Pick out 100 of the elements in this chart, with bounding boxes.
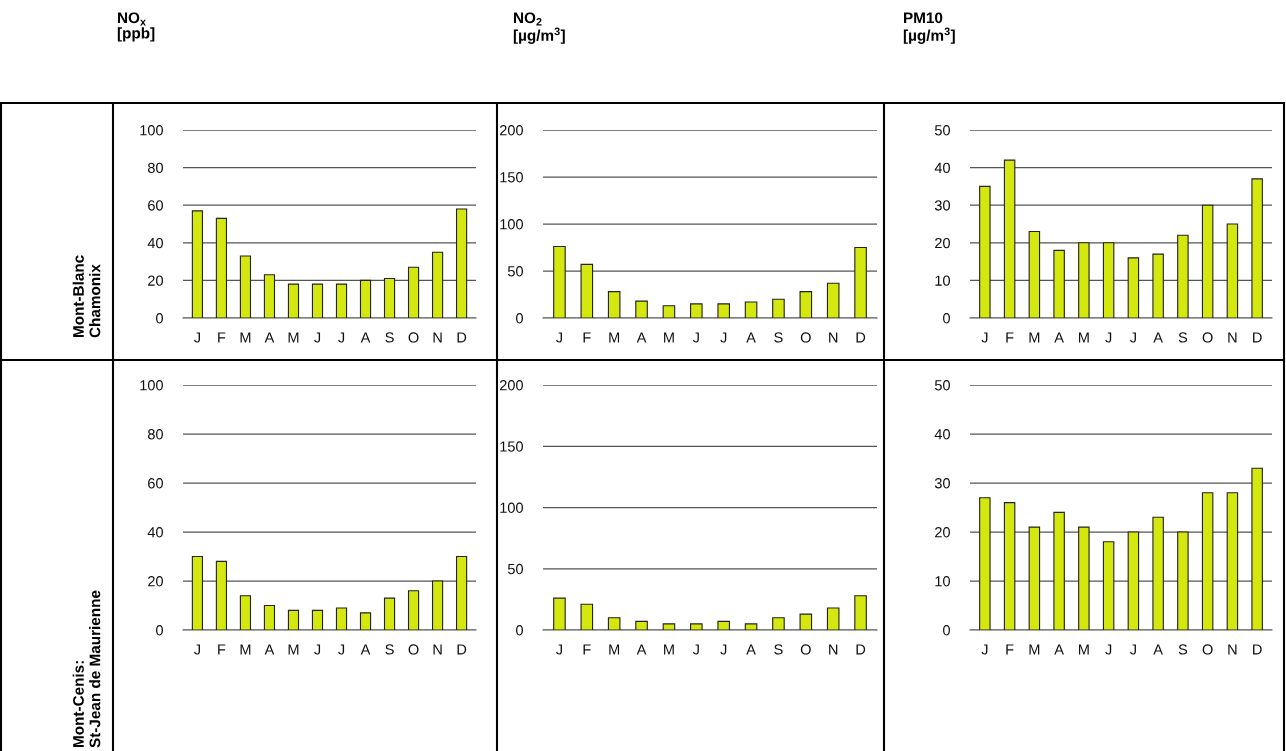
y-tick-label: 40 <box>147 527 163 538</box>
bar <box>1177 234 1189 318</box>
x-tick-label: A <box>1054 644 1064 655</box>
bar <box>191 210 204 318</box>
bar <box>1201 204 1214 318</box>
y-tick-label: 10 <box>935 275 950 286</box>
x-tick-label: O <box>800 644 811 655</box>
bar <box>1226 223 1239 318</box>
bar <box>359 612 372 630</box>
bar <box>1152 516 1164 630</box>
bar <box>1251 178 1263 318</box>
x-tick-label: S <box>385 644 394 655</box>
x-tick-label: N <box>433 644 442 655</box>
bar <box>431 580 444 630</box>
y-tick-label: 100 <box>500 502 523 513</box>
x-tick-label: M <box>609 332 620 343</box>
x-tick-label: F <box>1006 644 1014 655</box>
bar <box>407 590 420 630</box>
y-axis-title: Mont-Blanc Chamonix <box>72 255 101 338</box>
bar <box>239 595 252 630</box>
chart-title: NO$_{x}$ [ppb] <box>117 12 155 42</box>
chart-title: NO$_{2}$ [µg/m$^{3}$] <box>513 12 565 44</box>
bar <box>335 607 348 630</box>
x-tick-label: S <box>1178 644 1188 655</box>
bar <box>553 597 566 630</box>
x-tick-label: O <box>1202 644 1213 655</box>
x-tick-label: M <box>1078 644 1089 655</box>
bar <box>826 607 840 630</box>
x-tick-label: M <box>1029 644 1040 655</box>
y-tick-label: 100 <box>140 380 163 391</box>
x-tick-label: A <box>264 644 275 655</box>
x-tick-label: D <box>1253 644 1262 655</box>
bar <box>263 274 276 318</box>
y-tick-label: 100 <box>140 125 163 136</box>
y-tick-label: 50 <box>507 266 523 277</box>
bar <box>191 555 204 630</box>
bar <box>383 597 396 630</box>
bar <box>826 282 840 318</box>
y-tick-label: 150 <box>500 172 523 183</box>
x-tick-label: J <box>1105 332 1112 343</box>
bar <box>1127 531 1140 630</box>
y-tick-label: 0 <box>943 625 950 636</box>
bar <box>1078 242 1090 318</box>
bar <box>1251 467 1263 630</box>
bar <box>1177 531 1189 630</box>
bar <box>553 246 566 318</box>
bar <box>799 613 813 630</box>
x-tick-label: M <box>240 332 251 343</box>
x-tick-label: J <box>720 644 727 655</box>
y-tick-label: 0 <box>516 625 523 636</box>
bar <box>580 263 594 318</box>
y-tick-label: 10 <box>935 576 950 587</box>
bar <box>287 609 300 630</box>
bar <box>1028 230 1041 318</box>
bar <box>854 246 867 318</box>
x-tick-label: N <box>829 644 838 655</box>
bar <box>215 560 228 630</box>
x-tick-label: M <box>288 332 299 343</box>
x-tick-label: O <box>408 644 419 655</box>
x-tick-label: J <box>1129 332 1136 343</box>
y-tick-label: 50 <box>934 125 950 136</box>
x-tick-label: J <box>1129 644 1136 655</box>
y-tick-label: 200 <box>499 125 523 136</box>
x-tick-label: M <box>288 644 299 655</box>
x-tick-label: D <box>856 332 866 343</box>
x-tick-label: M <box>664 332 674 343</box>
x-tick-label: F <box>1006 332 1014 343</box>
x-tick-label: A <box>1153 644 1163 655</box>
bar <box>979 185 991 318</box>
x-tick-label: J <box>314 332 321 343</box>
x-tick-label: S <box>385 332 394 343</box>
y-tick-label: 50 <box>934 380 950 391</box>
x-tick-label: F <box>218 332 226 343</box>
x-tick-label: O <box>800 332 811 343</box>
bar <box>772 298 785 318</box>
bar <box>455 208 468 318</box>
bar <box>662 623 676 630</box>
bar <box>1102 242 1115 318</box>
y-tick-label: 20 <box>148 576 163 587</box>
x-tick-label: N <box>1228 644 1237 655</box>
bar <box>744 301 758 318</box>
x-tick-label: J <box>193 644 200 655</box>
y-tick-label: 20 <box>935 527 950 538</box>
x-tick-label: S <box>774 332 783 343</box>
bar <box>1003 159 1016 318</box>
y-tick-label: 80 <box>147 429 163 440</box>
y-tick-label: 40 <box>934 429 950 440</box>
x-tick-label: D <box>1253 332 1262 343</box>
x-tick-label: M <box>664 644 674 655</box>
y-tick-label: 60 <box>148 200 163 211</box>
y-tick-label: 80 <box>147 162 163 174</box>
x-tick-label: J <box>981 644 988 655</box>
x-tick-label: J <box>556 332 562 343</box>
y-tick-label: 20 <box>935 237 950 249</box>
x-tick-label: D <box>856 644 866 655</box>
y-tick-label: 40 <box>934 162 950 174</box>
x-tick-label: N <box>829 332 838 343</box>
x-tick-label: M <box>240 644 251 655</box>
bar <box>690 623 703 630</box>
y-tick-label: 0 <box>156 313 163 324</box>
